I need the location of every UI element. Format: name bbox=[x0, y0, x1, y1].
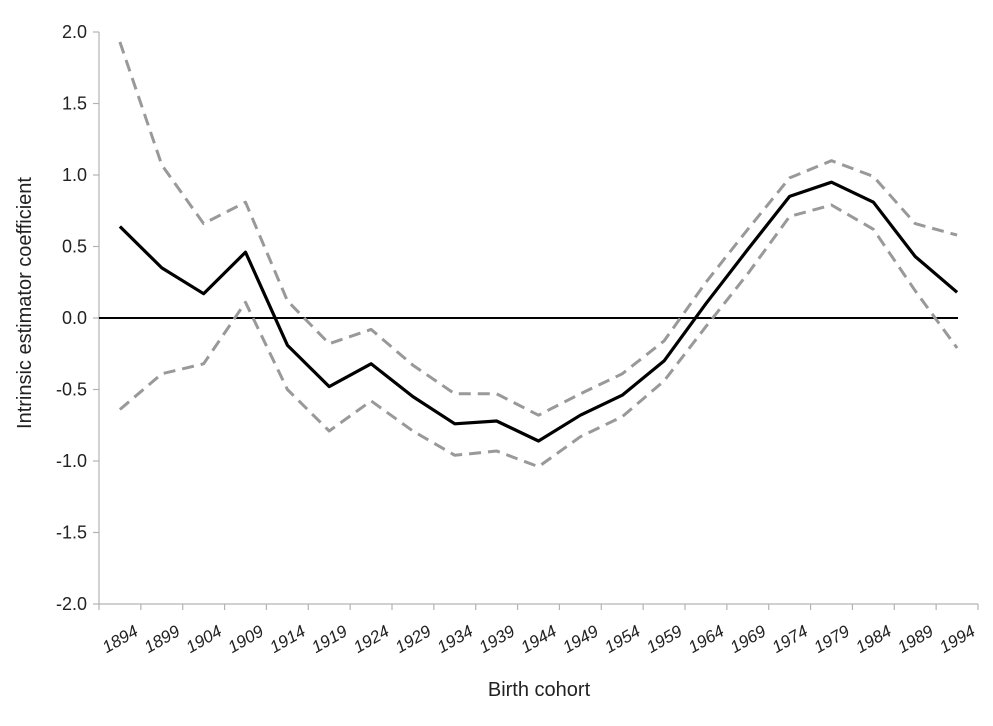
x-tick-label: 1949 bbox=[559, 621, 602, 657]
series-layer bbox=[118, 41, 959, 469]
x-tick-label: 1939 bbox=[476, 621, 519, 657]
x-tick-label: 1994 bbox=[936, 622, 978, 657]
y-tick-label: -1.5 bbox=[56, 523, 87, 543]
confidence-bound-line bbox=[118, 41, 958, 417]
y-tick-label: -1.0 bbox=[56, 451, 87, 471]
confidence-bound-line bbox=[118, 203, 959, 469]
x-tick-label: 1959 bbox=[643, 621, 686, 657]
y-axis-title: Intrinsic estimator coefficient bbox=[14, 177, 36, 429]
y-tick-label: 1.0 bbox=[62, 165, 87, 185]
y-tick-label: -0.5 bbox=[56, 380, 87, 400]
x-tick-label: 1899 bbox=[141, 621, 184, 657]
x-tick-label: 1919 bbox=[308, 621, 351, 657]
x-tick-label: 1984 bbox=[852, 622, 894, 657]
x-tick-label: 1974 bbox=[769, 622, 811, 657]
x-tick-label: 1914 bbox=[266, 622, 308, 657]
x-tick-label: 1924 bbox=[350, 622, 392, 657]
estimate-line bbox=[118, 180, 959, 443]
x-tick-label: 1894 bbox=[99, 622, 141, 657]
x-tick-label: 1944 bbox=[518, 622, 560, 657]
y-tick-label: -2.0 bbox=[56, 594, 87, 614]
x-tick-label: 1989 bbox=[894, 621, 937, 657]
x-tick-label: 1929 bbox=[392, 621, 435, 657]
y-tick-label: 2.0 bbox=[62, 22, 87, 42]
x-axis-title: Birth cohort bbox=[488, 679, 591, 701]
x-tick-label: 1909 bbox=[225, 621, 268, 657]
y-tick-label: 0.0 bbox=[62, 308, 87, 328]
y-tick-label: 1.5 bbox=[62, 94, 87, 114]
x-tick-label: 1954 bbox=[601, 622, 643, 657]
x-tick-label: 1904 bbox=[183, 622, 225, 657]
x-tick-label: 1964 bbox=[685, 622, 727, 657]
x-tick-label: 1934 bbox=[434, 622, 476, 657]
axes-layer bbox=[93, 31, 979, 610]
x-tick-label: 1969 bbox=[727, 621, 770, 657]
x-tick-label: 1979 bbox=[811, 621, 854, 657]
y-tick-label: 0.5 bbox=[62, 237, 87, 257]
